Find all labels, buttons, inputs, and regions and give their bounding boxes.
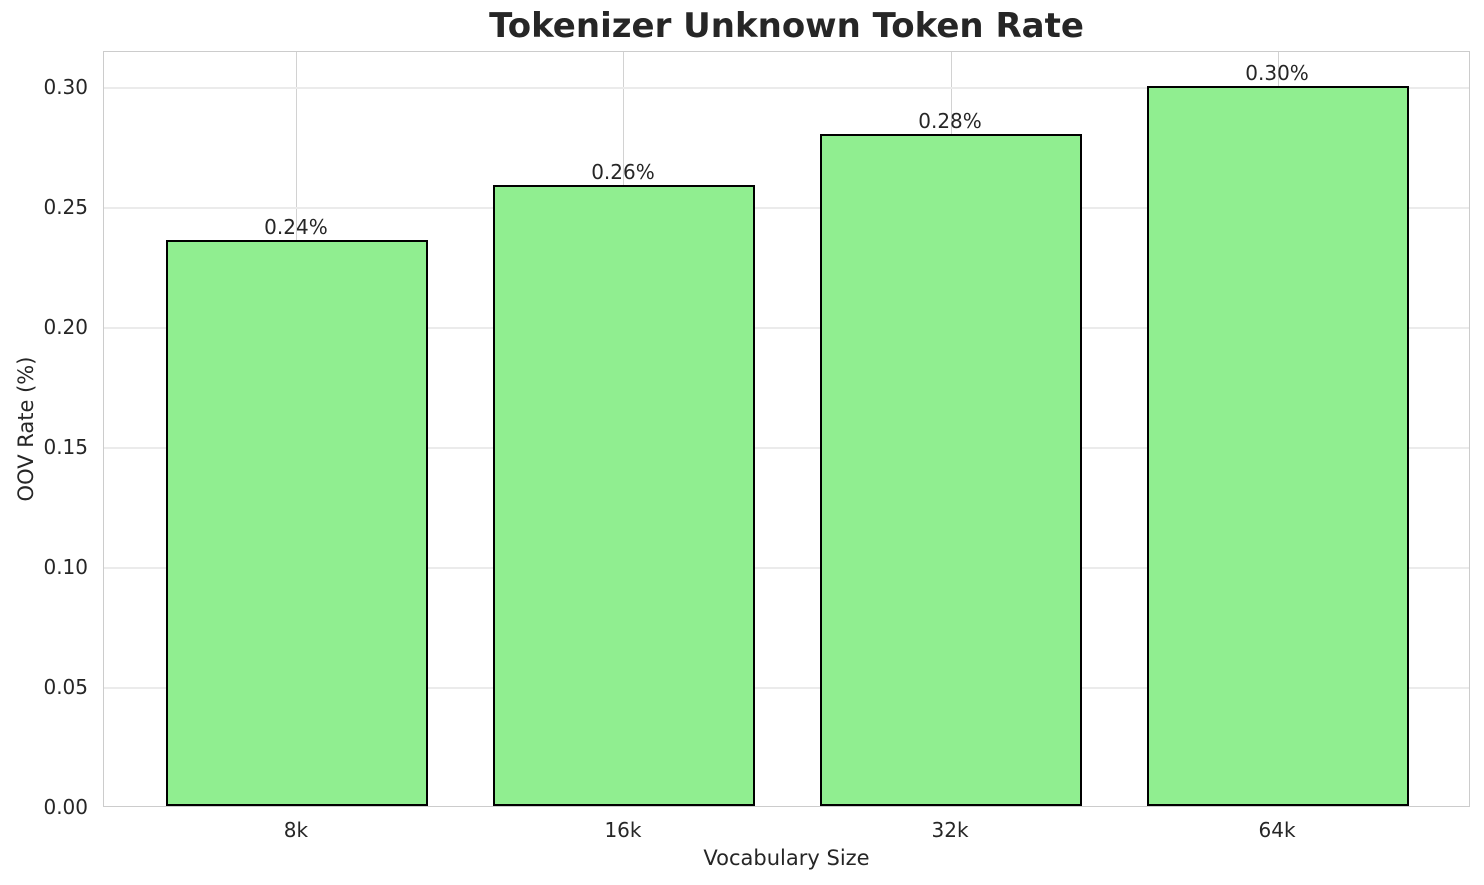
y-tick-label: 0.15 [43, 435, 88, 460]
bar-value-label: 0.28% [918, 109, 982, 134]
bar-64k [1147, 86, 1409, 806]
x-tick-label: 8k [283, 818, 309, 842]
y-tick-label: 0.20 [43, 315, 88, 340]
x-tick-label: 64k [1258, 818, 1296, 842]
gridline-horizontal [104, 327, 1469, 329]
gridline-horizontal [104, 207, 1469, 209]
y-tick-label: 0.00 [43, 795, 88, 819]
gridline-horizontal [104, 687, 1469, 689]
gridline-horizontal [104, 567, 1469, 569]
gridline-horizontal [104, 447, 1469, 449]
gridline-horizontal [104, 87, 1469, 89]
bar-value-label: 0.26% [591, 159, 655, 184]
chart-title: Tokenizer Unknown Token Rate [489, 6, 1084, 46]
x-tick-label: 16k [604, 818, 642, 842]
y-tick-label: 0.05 [43, 675, 88, 700]
bar-8k [166, 239, 428, 806]
bar-value-label: 0.30% [1245, 61, 1309, 86]
plot-area [103, 51, 1470, 807]
x-tick-label: 32k [931, 818, 969, 842]
bar-16k [493, 184, 755, 806]
y-tick-label: 0.30 [43, 75, 88, 100]
bar-32k [820, 134, 1082, 806]
y-tick-label: 0.10 [43, 555, 88, 580]
x-axis-title: Vocabulary Size [703, 846, 870, 870]
y-tick-label: 0.25 [43, 195, 88, 220]
bar-value-label: 0.24% [264, 214, 328, 239]
